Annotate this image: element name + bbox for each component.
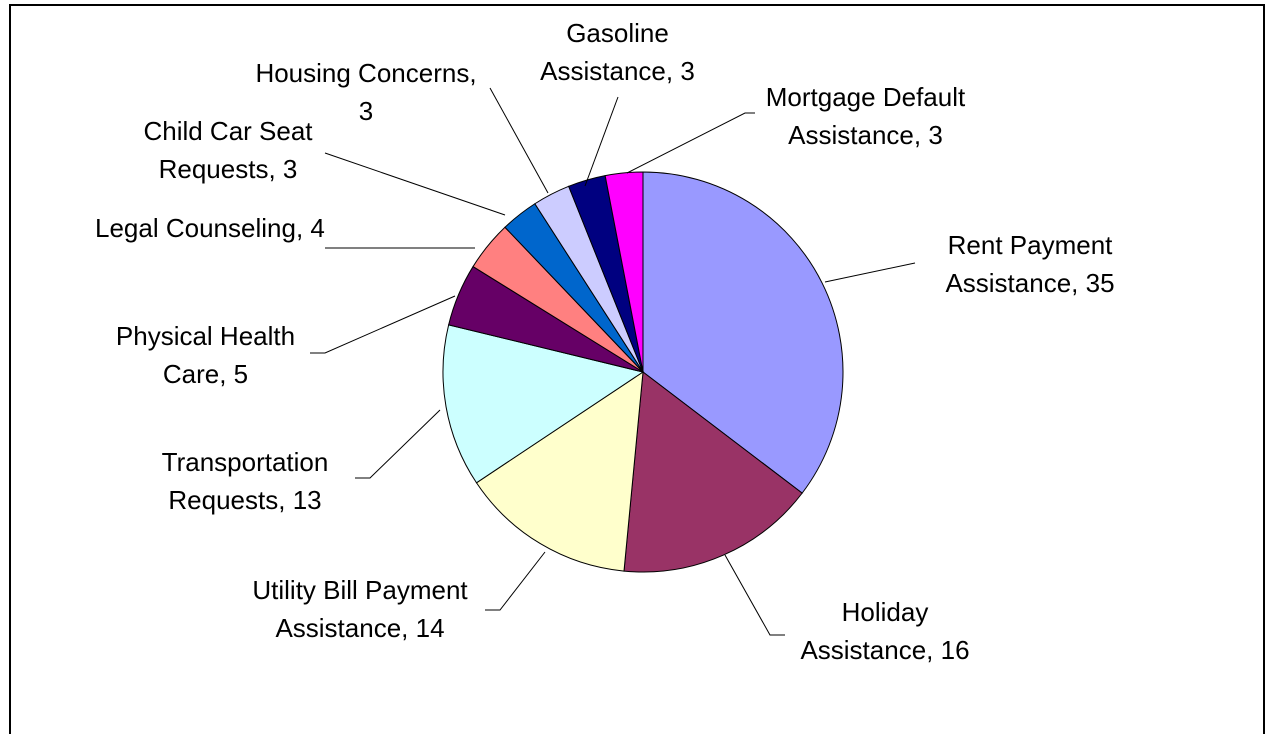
label-separator: , — [469, 58, 477, 88]
label-category: Rent Payment Assistance — [945, 230, 1113, 298]
data-label: Rent Payment Assistance, 35 — [925, 226, 1135, 302]
label-category: Utility Bill Payment Assistance — [252, 575, 468, 643]
leader-line — [485, 551, 546, 611]
pie — [442, 171, 844, 573]
label-value: 5 — [233, 359, 249, 389]
label-value: 3 — [680, 56, 695, 86]
pie-slice — [475, 371, 644, 572]
label-category: Gasoline Assistance — [540, 18, 669, 86]
label-separator: , — [1071, 268, 1086, 298]
label-separator: , — [665, 56, 681, 86]
data-label: Legal Counseling, 4 — [95, 209, 327, 247]
label-category: Mortgage Default Assistance — [765, 82, 966, 150]
pie-slice — [623, 371, 803, 573]
label-separator: , — [913, 120, 929, 150]
leader-line — [824, 262, 916, 283]
data-label: Utility Bill Payment Assistance, 14 — [230, 571, 490, 647]
label-category: Legal Counseling — [95, 213, 296, 243]
leader-line — [310, 295, 456, 354]
data-label: Mortgage Default Assistance, 3 — [753, 78, 978, 154]
label-category: Child Car Seat Requests — [143, 116, 313, 184]
label-category: Physical Health Care — [115, 321, 296, 389]
label-separator: , — [219, 359, 234, 389]
label-category: Housing Concerns — [255, 58, 470, 88]
label-separator: , — [278, 485, 293, 515]
label-value: 4 — [310, 213, 325, 243]
label-value: 3 — [928, 120, 943, 150]
leader-line — [724, 554, 785, 636]
label-value: 13 — [292, 485, 322, 515]
data-label: Gasoline Assistance, 3 — [530, 14, 705, 90]
leader-lines — [310, 87, 916, 636]
data-label: Physical Health Care, 5 — [98, 317, 313, 393]
data-label: Child Car Seat Requests, 3 — [128, 112, 328, 188]
data-label: Holiday Assistance, 16 — [780, 593, 990, 669]
pie-slice — [604, 171, 644, 373]
label-value: 3 — [282, 154, 298, 184]
leader-line — [626, 112, 755, 174]
label-value: 16 — [940, 635, 970, 665]
label-separator: , — [268, 154, 283, 184]
label-value: 14 — [415, 613, 445, 643]
label-separator: , — [295, 213, 311, 243]
leader-line — [584, 96, 619, 187]
pie-slice — [642, 171, 844, 494]
pie-slice — [442, 324, 645, 484]
label-category: Transportation Requests — [161, 447, 329, 515]
label-separator: , — [926, 635, 941, 665]
leader-line — [355, 409, 441, 479]
label-value: 3 — [358, 96, 374, 126]
data-label: Housing Concerns, 3 — [246, 54, 486, 130]
label-value: 35 — [1085, 268, 1115, 298]
label-separator: , — [401, 613, 416, 643]
label-category: Holiday Assistance — [800, 597, 929, 665]
leader-line — [324, 152, 506, 216]
leader-line — [489, 87, 549, 194]
data-label: Transportation Requests, 13 — [145, 443, 345, 519]
